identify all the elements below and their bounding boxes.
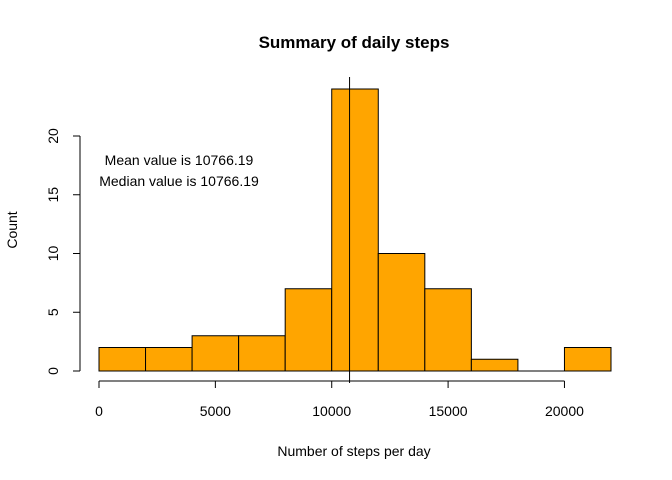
histogram-bar — [238, 335, 286, 372]
histogram-bar — [284, 288, 333, 372]
x-tick-label: 5000 — [200, 403, 231, 419]
mean-annotation: Mean value is 10766.19 — [105, 152, 254, 168]
y-tick-label: 10 — [45, 246, 61, 262]
median-annotation: Median value is 10766.19 — [99, 173, 259, 189]
x-axis-title: Number of steps per day — [277, 443, 430, 459]
y-tick-label: 20 — [45, 128, 61, 144]
bars-group — [98, 88, 612, 372]
x-tick-label: 20000 — [545, 403, 584, 419]
y-axis: 0 5 10 15 20 — [45, 128, 81, 375]
x-tick-label: 0 — [95, 403, 103, 419]
histogram-bar — [331, 88, 379, 372]
histogram-bar — [377, 253, 426, 372]
x-axis: 0 5000 10000 15000 20000 — [95, 380, 584, 419]
y-tick-label: 5 — [45, 308, 61, 316]
histogram-bar — [563, 347, 612, 372]
histogram-bar — [470, 358, 519, 372]
histogram-bar — [98, 347, 147, 372]
histogram-bar — [145, 347, 193, 372]
histogram-bar — [424, 288, 472, 372]
x-tick-label: 10000 — [312, 403, 351, 419]
y-tick-label: 15 — [45, 187, 61, 203]
y-tick-label: 0 — [45, 367, 61, 375]
histogram-bar — [191, 335, 240, 372]
chart-title: Summary of daily steps — [259, 33, 450, 52]
x-tick-label: 15000 — [429, 403, 468, 419]
y-axis-title: Count — [4, 211, 20, 248]
